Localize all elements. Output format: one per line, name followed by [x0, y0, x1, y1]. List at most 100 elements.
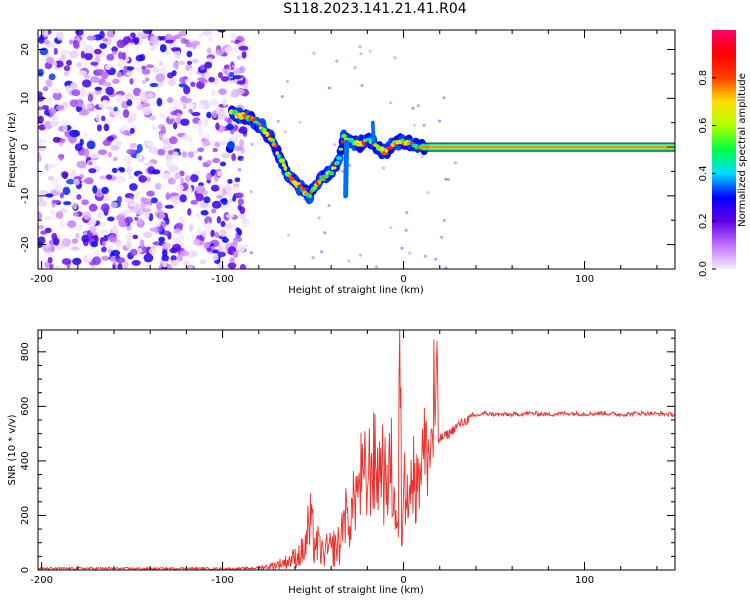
noise-cell	[46, 56, 55, 64]
noise-cell	[170, 255, 177, 262]
noise-cell	[232, 251, 239, 258]
noise-cell	[75, 105, 83, 113]
noise-cell	[192, 43, 197, 50]
noise-cell	[154, 182, 162, 190]
noise-cell	[151, 169, 161, 175]
noise-cell	[61, 258, 72, 265]
ridge-spike	[343, 139, 350, 199]
noise-cell	[133, 95, 139, 101]
x-tick-label: -100	[211, 274, 234, 285]
noise-cell	[166, 50, 171, 56]
noise-cell	[44, 216, 53, 221]
noise-cell	[69, 129, 79, 138]
ridge-cell	[231, 109, 238, 115]
noise-cell	[140, 197, 147, 203]
noise-cell	[142, 30, 153, 35]
noise-cell	[142, 106, 152, 116]
noise-cell	[101, 115, 106, 122]
noise-cell	[320, 250, 324, 254]
snr-series-line	[38, 330, 675, 570]
noise-cell	[211, 184, 220, 192]
noise-cell	[105, 174, 113, 180]
noise-cell	[206, 159, 212, 165]
noise-cell	[45, 78, 53, 88]
noise-cell	[347, 259, 351, 263]
noise-cell	[327, 204, 331, 207]
noise-cell	[38, 211, 43, 221]
noise-cell	[48, 97, 53, 105]
noise-cell	[210, 89, 216, 97]
noise-cell	[102, 139, 112, 146]
noise-cell	[444, 266, 448, 269]
noise-cell	[123, 155, 133, 164]
noise-cell	[221, 197, 228, 206]
noise-cell	[199, 64, 206, 71]
noise-cell	[236, 55, 242, 60]
noise-cell	[124, 216, 134, 224]
noise-cell	[61, 171, 69, 179]
noise-cell	[177, 253, 183, 262]
noise-cell	[99, 30, 105, 39]
noise-cell	[51, 177, 60, 187]
colorbar-tick-label: 0.2	[698, 213, 709, 229]
noise-cell	[188, 103, 197, 108]
noise-cell	[122, 109, 130, 118]
noise-cell	[67, 220, 77, 229]
noise-cell	[167, 177, 177, 185]
noise-cell	[408, 251, 412, 255]
band-strip	[421, 144, 675, 146]
noise-cell	[188, 265, 193, 269]
noise-cell	[220, 220, 226, 228]
noise-cell	[39, 196, 44, 203]
noise-cell	[84, 52, 93, 61]
band-strip	[421, 148, 675, 150]
noise-cell	[191, 111, 201, 117]
noise-cell	[205, 172, 212, 181]
noise-cell	[217, 244, 223, 253]
noise-cell	[227, 262, 237, 269]
noise-cell	[411, 106, 415, 110]
noise-cell	[192, 124, 202, 129]
colorbar: 0.0 0.2 0.4 0.6 0.8 Normalized spectral ampl…	[698, 30, 748, 277]
noise-cell	[242, 220, 249, 228]
noise-cell	[197, 119, 202, 126]
noise-cell	[81, 199, 89, 206]
noise-cell	[123, 260, 129, 269]
noise-cell	[210, 229, 215, 238]
noise-cell	[135, 54, 144, 62]
noise-cell	[52, 88, 62, 94]
noise-cell	[212, 157, 221, 164]
noise-cell	[165, 192, 171, 200]
noise-cell	[135, 66, 141, 73]
noise-cell	[55, 211, 64, 220]
noise-cell	[218, 88, 227, 95]
noise-cell	[162, 143, 173, 153]
noise-cell	[238, 45, 249, 51]
noise-cell	[182, 260, 190, 266]
noise-cell	[136, 104, 144, 111]
noise-cell	[59, 220, 66, 228]
noise-cell	[84, 45, 94, 54]
noise-cell	[70, 246, 80, 251]
noise-cell	[217, 251, 226, 257]
noise-cell	[176, 112, 181, 118]
noise-cell	[240, 158, 244, 162]
noise-cell	[159, 60, 164, 67]
noise-cell	[206, 247, 212, 252]
ridge-tail-band	[421, 142, 675, 152]
noise-cell	[62, 124, 68, 132]
noise-cell	[446, 178, 450, 181]
noise-cell	[115, 114, 125, 119]
noise-cell	[167, 78, 176, 87]
y-tick-label: 400	[20, 451, 31, 470]
noise-cell	[426, 191, 430, 195]
colorbar-gradient	[712, 30, 736, 269]
noise-cell	[156, 201, 163, 211]
spectrogram-frame	[37, 29, 676, 270]
noise-cell	[198, 32, 204, 38]
y-tick-label: 0	[20, 144, 31, 150]
snr-x-axis-label: Height of straight line (km)	[288, 585, 424, 596]
ridge-cell	[400, 138, 405, 143]
noise-cell	[412, 123, 416, 127]
noise-cell	[124, 92, 134, 102]
